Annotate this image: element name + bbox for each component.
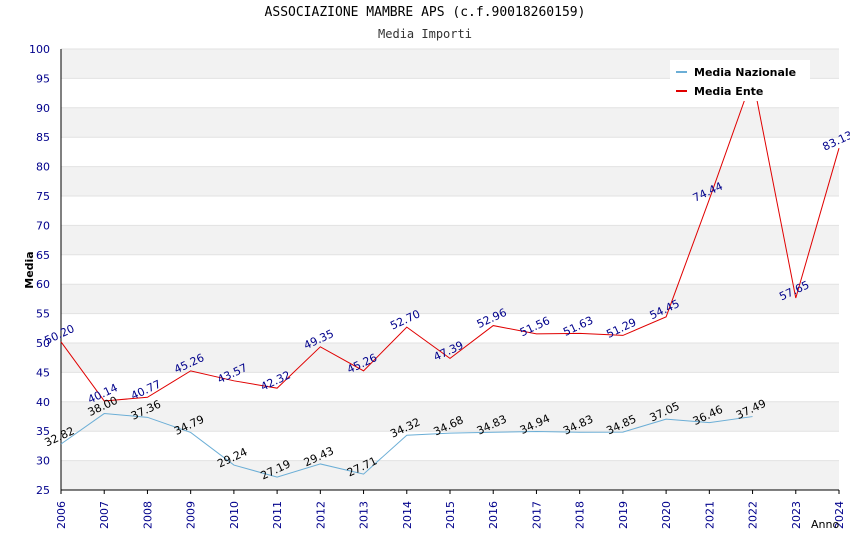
grid-band — [61, 166, 839, 196]
y-tick-label: 55 — [36, 308, 50, 321]
legend-box — [670, 60, 810, 101]
x-tick-label: 2017 — [530, 501, 543, 529]
x-tick-label: 2021 — [703, 501, 716, 529]
y-tick-label: 80 — [36, 161, 50, 174]
y-tick-label: 65 — [36, 249, 50, 262]
axes — [60, 49, 840, 494]
y-tick-labels: 25 30 35 40 45 50 55 60 65 70 75 80 85 90 95 100 — [29, 43, 50, 497]
x-tick-label: 2010 — [228, 501, 241, 529]
x-tick-label: 2014 — [401, 501, 414, 529]
y-tick-label: 85 — [36, 131, 50, 144]
y-tick-label: 90 — [36, 102, 50, 115]
y-tick-label: 70 — [36, 219, 50, 232]
x-tick-label: 2024 — [833, 501, 846, 529]
y-tick-label: 60 — [36, 278, 50, 291]
grid-band — [61, 431, 839, 461]
x-tick-label: 2018 — [574, 501, 587, 529]
y-tick-label: 30 — [36, 455, 50, 468]
y-tick-label: 75 — [36, 190, 50, 203]
y-tick-label: 100 — [29, 43, 50, 56]
grid-band — [61, 137, 839, 167]
x-tick-label: 2012 — [314, 501, 327, 529]
y-tick-label: 50 — [36, 337, 50, 350]
legend: Media Nazionale Media Ente — [670, 60, 810, 101]
x-axis-label: Anno — [811, 518, 839, 531]
x-tick-label: 2019 — [617, 501, 630, 529]
x-tick-label: 2011 — [271, 501, 284, 529]
grid-band — [61, 372, 839, 402]
x-tick-labels: 2006 2007 2008 2009 2010 2011 2012 2013 2014 2015… — [55, 501, 846, 529]
x-tick-label: 2020 — [660, 501, 673, 529]
grid-band — [61, 401, 839, 432]
x-tick-label: 2016 — [487, 501, 500, 529]
x-tick-label: 2008 — [141, 501, 154, 529]
y-tick-label: 95 — [36, 72, 50, 85]
grid-band — [61, 460, 839, 490]
series-line-media-ente — [60, 75, 840, 402]
grid-band — [61, 343, 839, 373]
y-tick-label: 45 — [36, 366, 50, 379]
chart-subtitle: Media Importi — [378, 27, 472, 41]
legend-label: Media Nazionale — [694, 66, 796, 79]
legend-label: Media Ente — [694, 85, 763, 98]
grid-band — [61, 254, 839, 285]
grid-band — [61, 107, 839, 138]
series-lines — [60, 75, 840, 478]
x-tick-label: 2022 — [747, 501, 760, 529]
grid-band — [61, 196, 839, 226]
x-tick-label: 2015 — [444, 501, 457, 529]
x-tick-label: 2007 — [98, 501, 111, 529]
x-tick-label: 2023 — [790, 501, 803, 529]
grid-band — [61, 313, 839, 343]
grid-bands — [61, 48, 839, 491]
series-line-media-nazionale — [60, 413, 753, 478]
x-tick-label: 2009 — [185, 501, 198, 529]
chart-title: ASSOCIAZIONE MAMBRE APS (c.f.90018260159… — [264, 5, 586, 20]
y-tick-label: 40 — [36, 396, 50, 409]
y-tick-label: 35 — [36, 425, 50, 438]
y-axis-label: Media — [23, 251, 36, 288]
x-tick-label: 2006 — [55, 501, 68, 529]
y-tick-label: 25 — [36, 484, 50, 497]
grid-band — [61, 225, 839, 255]
x-tick-label: 2013 — [358, 501, 371, 529]
grid-band — [61, 284, 839, 314]
